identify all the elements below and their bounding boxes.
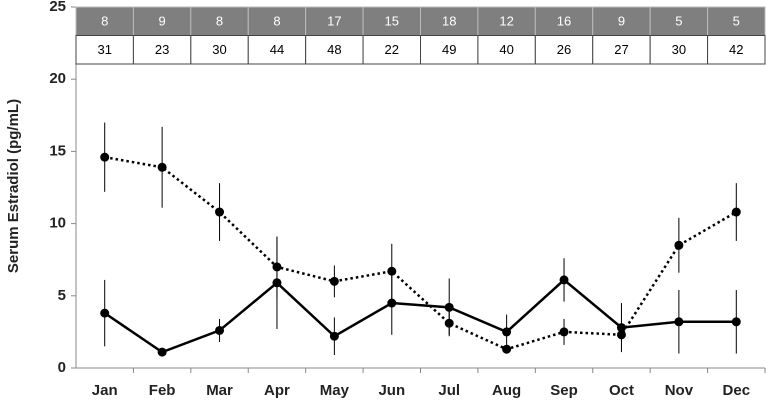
table-cell [534,35,594,65]
table-cell-text: 5 [733,14,740,29]
table-cell [592,6,651,36]
table-cell [132,6,192,36]
table-cell-text: 31 [97,42,111,57]
y-tick-label: 25 [49,0,66,15]
x-tick-label: Feb [149,382,176,399]
y-tick-label: 5 [58,287,66,304]
table-cell-text: 23 [155,42,169,57]
point [444,302,454,312]
point [329,276,339,286]
table-cell-text: 26 [557,42,571,57]
point [329,331,339,341]
point [559,275,569,285]
table-cell [477,6,536,36]
table-cell [592,35,651,65]
y-tick-label: 20 [49,70,66,87]
y-tick-label: 15 [49,142,66,159]
x-tick-label: Nov [665,382,694,399]
point [215,325,225,335]
table-cell-text: 44 [270,42,284,57]
table-cell [247,35,307,65]
y-tick-label: 0 [58,359,66,376]
x-tick-label: Mar [206,382,233,399]
point [731,207,741,217]
x-tick-label: Oct [609,382,634,399]
table-cell [362,35,422,65]
table-cell-text: 18 [442,14,456,29]
point [502,327,512,337]
y-axis-label: Serum Estradiol (pg/mL) [5,99,22,273]
point [215,207,225,217]
table-cell-text: 9 [618,14,625,29]
table-cell [477,35,536,65]
table-cell-text: 30 [672,42,686,57]
table-cell-text: 42 [729,42,743,57]
x-tick-label: Jun [378,382,405,399]
table-cell-text: 27 [614,42,628,57]
point [674,317,684,327]
y-tick-label: 10 [49,215,66,232]
table-cell-text: 48 [327,42,341,57]
table-cell-text: 40 [499,42,513,57]
x-tick-label: Apr [264,382,290,399]
series-line [104,155,737,351]
table-cell-text: 5 [675,14,682,29]
table-cell [707,6,766,36]
table-cell [132,35,192,65]
table-cell-text: 30 [212,42,226,57]
table-cell [305,35,364,65]
table-cell-text: 8 [273,14,280,29]
point [100,308,110,318]
table-cell-text: 15 [385,14,399,29]
point [100,152,110,162]
x-tick-label: Jan [92,382,118,399]
point [387,298,397,308]
x-tick-label: Jul [438,382,460,399]
table-cell-text: 16 [557,14,571,29]
series-line [104,278,737,354]
table-cell-text: 17 [327,14,341,29]
x-tick-label: Sep [550,382,578,399]
table-cell-text: 22 [385,42,399,57]
table-cell-text: 9 [159,14,166,29]
table-cell [707,35,766,65]
x-tick-label: Aug [492,382,521,399]
x-tick-label: Dec [723,382,751,399]
point [157,347,167,357]
table-cell-text: 12 [499,14,513,29]
point [559,327,569,337]
point [157,162,167,172]
table-cell-text: 49 [442,42,456,57]
point [272,278,282,288]
table-cell [190,6,249,36]
point [731,317,741,327]
point [674,240,684,250]
table-cell-text: 8 [101,14,108,29]
x-tick-label: May [320,382,350,399]
table-cell [649,35,709,65]
point [616,323,626,333]
table-cell [420,35,479,65]
table-cell-text: 8 [216,14,223,29]
table-cell [75,35,134,65]
table-cell [649,6,709,36]
